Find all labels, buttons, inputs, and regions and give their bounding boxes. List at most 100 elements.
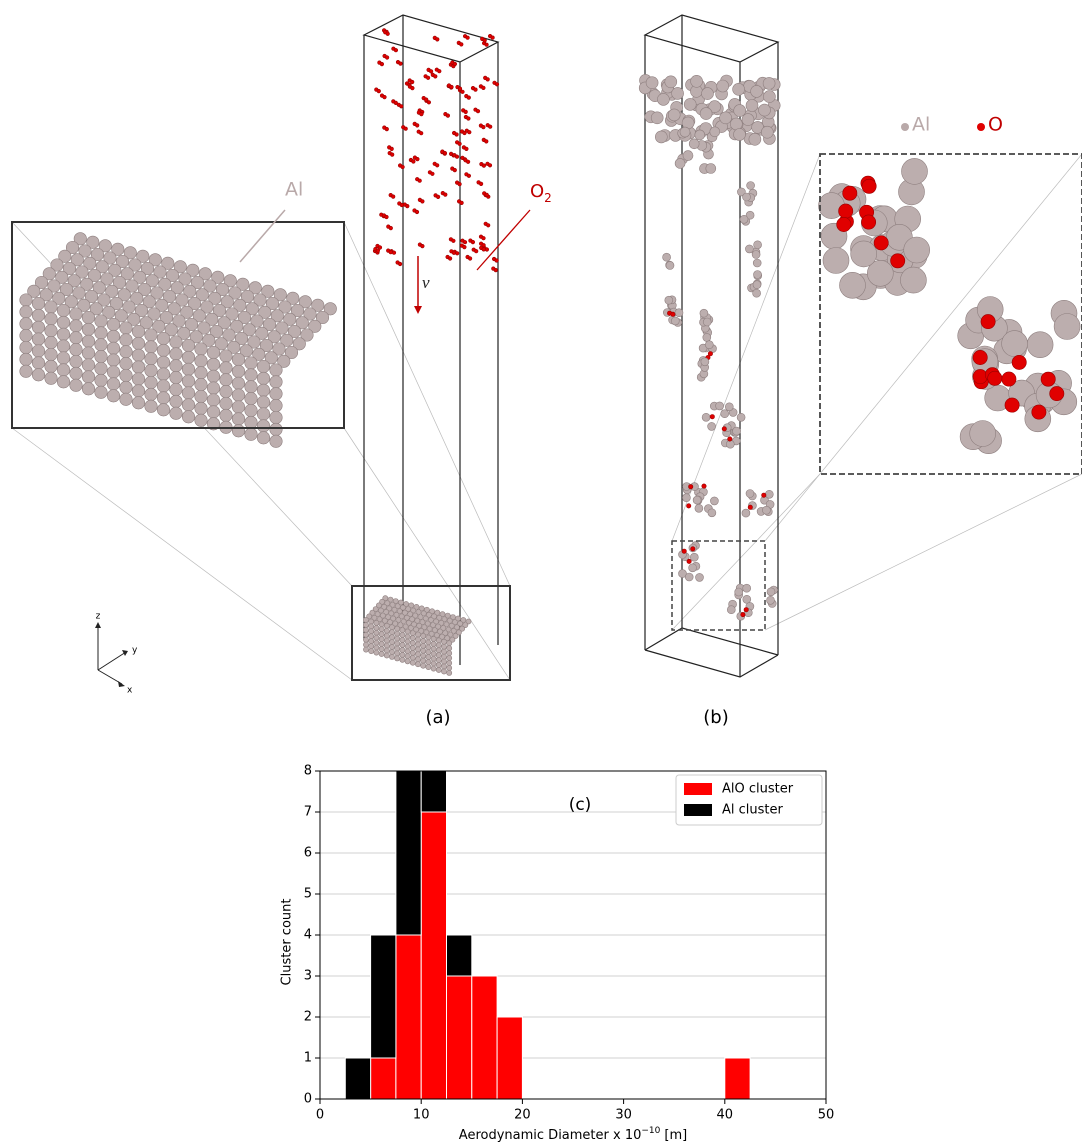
al-atom: [82, 323, 95, 336]
al-atom: [426, 640, 431, 645]
al-atom: [95, 315, 108, 328]
oxygen-atom: [438, 69, 442, 73]
oxygen-atom: [689, 485, 693, 489]
al-atom: [762, 506, 770, 514]
oxygen-atom: [443, 151, 447, 155]
oxygen-atom: [486, 224, 490, 228]
al-atom: [725, 403, 733, 411]
al-atom: [157, 356, 170, 369]
al-atom: [421, 663, 426, 668]
oxygen-atom: [491, 36, 495, 40]
al-atom: [754, 241, 762, 249]
al-atom: [716, 402, 724, 410]
oxygen-atom: [436, 195, 440, 199]
al-atom: [671, 317, 679, 325]
axis-z: z: [96, 612, 101, 622]
al-atom: [405, 659, 410, 664]
al-atom: [672, 87, 684, 99]
legend-o-dot: [977, 123, 985, 131]
al-atom: [395, 631, 400, 636]
al-atom: [82, 371, 95, 384]
al-atom: [132, 385, 145, 398]
al-atom: [257, 420, 270, 433]
al-atom: [120, 334, 133, 347]
legend-swatch: [684, 804, 712, 816]
y-tick-label: 5: [304, 887, 312, 902]
al-atom: [754, 271, 762, 279]
al-atom: [436, 663, 441, 668]
al-atom: [689, 564, 697, 572]
al-atom: [900, 267, 926, 293]
al-atom: [132, 373, 145, 386]
al-atom: [20, 365, 33, 378]
al-atom: [691, 75, 703, 87]
al-atom: [389, 649, 394, 654]
al-atom: [57, 376, 70, 389]
oxygen-atom: [973, 350, 987, 364]
al-atom: [107, 390, 120, 403]
al-atom: [95, 339, 108, 352]
oxygen-atom: [710, 415, 714, 419]
al-atom: [220, 409, 233, 422]
oxygen-atom: [874, 236, 888, 250]
figure: Al O2 v Al O z y x (a) (b) 0123456780102…: [0, 0, 1082, 1146]
al-atom: [270, 423, 283, 436]
al-atom: [20, 318, 33, 331]
al-atom: [232, 353, 245, 366]
al-atom: [734, 105, 746, 117]
al-atom: [752, 251, 760, 259]
x-tick-label: 0: [316, 1108, 324, 1123]
al-atom: [232, 365, 245, 378]
oxygen-atom: [741, 612, 745, 616]
al-atom: [727, 606, 735, 614]
oxygen-atom: [412, 160, 416, 164]
al-atom: [145, 341, 158, 354]
al-atom: [70, 379, 83, 392]
oxygen-atom: [436, 38, 440, 42]
al-atom: [400, 647, 405, 652]
al-atom: [730, 118, 742, 130]
oxygen-atom: [380, 62, 384, 66]
al-atom: [120, 346, 133, 359]
oxygen-atom: [460, 201, 464, 205]
oxygen-atom: [467, 117, 471, 121]
x-label-unit: [m]: [664, 1128, 687, 1143]
al-atom: [195, 378, 208, 391]
al-atom: [374, 620, 379, 625]
al-atom: [405, 654, 410, 659]
oxygen-atom: [744, 608, 748, 612]
oxygen-atom: [460, 43, 464, 47]
al-atom: [32, 369, 45, 382]
al-atom: [32, 321, 45, 334]
oxygen-atom: [708, 352, 712, 356]
al-pointer: [240, 210, 285, 262]
al-atom: [702, 88, 714, 100]
al-atom: [695, 504, 703, 512]
oxygen-atom: [455, 133, 459, 137]
al-atom: [57, 316, 70, 329]
al-atom: [20, 329, 33, 342]
oxygen-atom: [466, 160, 470, 164]
oxygen-atom: [981, 314, 995, 328]
al-atom: [441, 644, 446, 649]
x-label-main: Aerodynamic Diameter x 10: [459, 1128, 642, 1143]
bar: [725, 1058, 750, 1099]
al-atom: [95, 362, 108, 375]
al-atom: [107, 378, 120, 391]
al-atom: [245, 369, 258, 382]
al-atom: [45, 360, 58, 373]
al-atom: [32, 345, 45, 358]
al-atom: [759, 104, 771, 116]
al-atom: [207, 382, 220, 395]
al-atom: [20, 341, 33, 354]
al-atom: [145, 364, 158, 377]
al-atom: [379, 637, 384, 642]
al-atom: [374, 640, 379, 645]
al-atom: [132, 337, 145, 350]
al-atom: [82, 347, 95, 360]
axis-y: y: [132, 646, 138, 656]
al-atom: [207, 406, 220, 419]
chart-annotation: (c): [569, 795, 592, 815]
al-atom: [257, 360, 270, 373]
oxygen-atom: [1012, 355, 1026, 369]
